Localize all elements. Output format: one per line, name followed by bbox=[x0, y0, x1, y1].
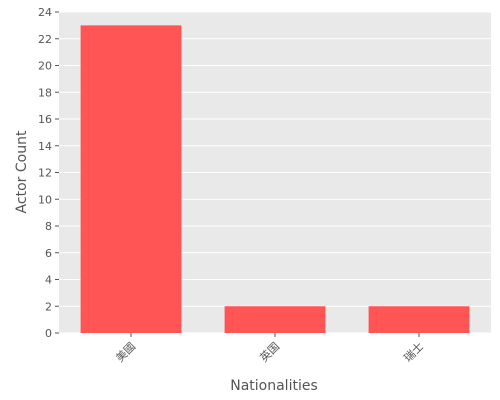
y-tick-label: 20 bbox=[38, 60, 52, 73]
y-tick-label: 16 bbox=[38, 113, 52, 126]
x-axis-label: Nationalities bbox=[230, 378, 318, 394]
bar bbox=[80, 25, 182, 333]
y-tick-label: 12 bbox=[38, 167, 52, 180]
y-tick-label: 18 bbox=[38, 86, 52, 99]
x-tick-label: 美國 bbox=[113, 340, 138, 365]
y-tick-label: 10 bbox=[38, 193, 52, 206]
x-axis-ticks: 美國 英国 瑞士 bbox=[113, 333, 426, 365]
bars bbox=[80, 25, 470, 333]
x-tick-label: 英国 bbox=[257, 339, 282, 364]
bar bbox=[368, 306, 470, 333]
bar bbox=[224, 306, 326, 333]
y-tick-label: 2 bbox=[45, 300, 52, 313]
y-tick-label: 24 bbox=[38, 6, 52, 19]
y-tick-label: 4 bbox=[45, 274, 52, 287]
y-tick-label: 0 bbox=[45, 327, 52, 340]
y-tick-label: 6 bbox=[45, 247, 52, 260]
y-tick-label: 8 bbox=[45, 220, 52, 233]
x-tick-label: 瑞士 bbox=[401, 339, 426, 364]
y-tick-label: 14 bbox=[38, 140, 52, 153]
y-tick-label: 22 bbox=[38, 33, 52, 46]
y-axis-label: Actor Count bbox=[14, 130, 30, 213]
